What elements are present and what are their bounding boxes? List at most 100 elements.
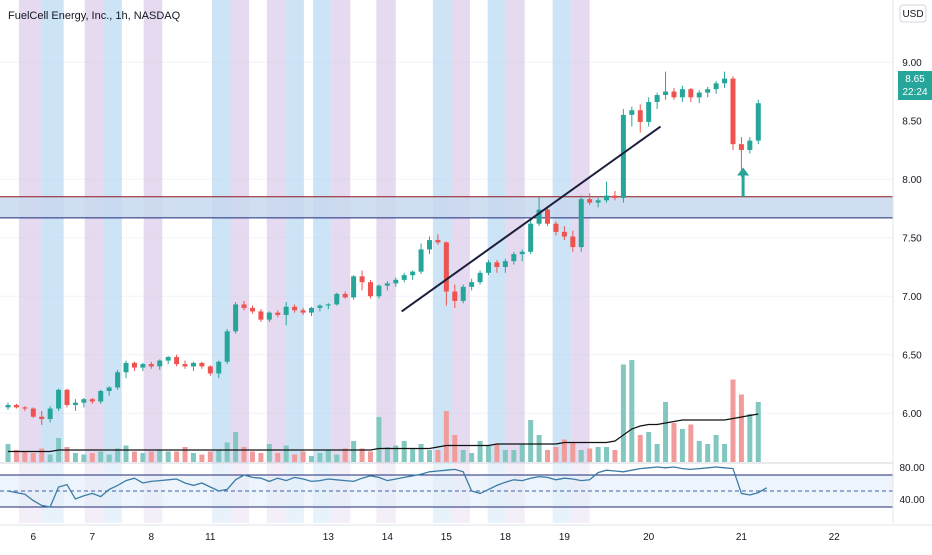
currency-badge[interactable]: USD: [899, 4, 927, 23]
session-highlight: [552, 0, 572, 523]
volume-bar: [587, 448, 593, 462]
volume-bar: [410, 448, 416, 462]
time-tick-label: 11: [205, 532, 216, 543]
candle-body: [115, 372, 121, 388]
last-price-countdown: 22:24: [902, 87, 927, 98]
session-highlight: [451, 0, 470, 523]
candle-body: [98, 390, 104, 402]
volume-bar: [738, 394, 744, 462]
volume-bar: [553, 447, 559, 462]
candle-body: [646, 102, 652, 122]
candle-body: [477, 272, 483, 283]
volume-bar: [367, 451, 373, 462]
price-tick-label: 7.00: [902, 292, 922, 303]
volume-bar: [317, 453, 323, 462]
volume-bar: [384, 447, 390, 462]
time-tick-label: 20: [643, 532, 655, 543]
candle-body: [207, 366, 213, 374]
volume-bar: [494, 444, 500, 462]
volume-bar: [604, 447, 610, 462]
volume-bar: [325, 450, 331, 462]
session-highlight: [571, 0, 590, 523]
volume-bar: [528, 420, 534, 462]
candle-body: [494, 262, 500, 267]
candle-body: [275, 312, 281, 315]
volume-bar: [283, 445, 289, 462]
price-tick-label: 6.50: [902, 351, 922, 362]
volume-ma-line: [8, 413, 759, 453]
volume-bar: [452, 435, 458, 462]
candle-body: [654, 95, 660, 103]
candle-body: [351, 276, 357, 298]
volume-bar: [427, 450, 432, 462]
chart-title: FuelCell Energy, Inc., 1h, NASDAQ: [8, 10, 181, 22]
candle-body: [249, 307, 255, 312]
volume-bar: [30, 453, 36, 462]
candle-body: [22, 407, 28, 409]
candle-body: [587, 199, 593, 203]
volume-bar: [620, 364, 626, 462]
session-highlight: [506, 0, 525, 523]
volume-bar: [123, 445, 129, 462]
volume-bar: [519, 444, 525, 462]
candle-body: [663, 91, 669, 96]
rsi-layer: [0, 462, 893, 523]
volume-bar: [165, 451, 171, 462]
candle-body: [452, 291, 458, 301]
candle-body: [308, 307, 314, 313]
candle-body: [629, 110, 635, 115]
volume-bar: [275, 453, 281, 462]
session-highlight: [376, 0, 396, 523]
candle-body: [131, 362, 137, 368]
currency-label: USD: [902, 9, 923, 20]
candle-body: [730, 78, 736, 145]
volume-bar: [536, 435, 542, 462]
volume-bar: [722, 444, 728, 462]
rsi-tick-label: 80.00: [899, 463, 924, 474]
volume-bar: [747, 414, 753, 462]
volume-bar: [13, 450, 19, 462]
volume-bar: [22, 451, 28, 462]
candle-body: [604, 195, 610, 201]
volume-bar: [401, 441, 407, 462]
volume-bar: [131, 451, 137, 462]
candle-body: [384, 283, 390, 286]
candle-body: [528, 223, 534, 252]
volume-bar: [755, 402, 761, 462]
drawings-layer: [401, 125, 750, 313]
candle-body: [148, 364, 154, 367]
candle-body: [545, 209, 551, 224]
price-tick-label: 8.50: [902, 117, 922, 128]
time-tick-label: 21: [736, 532, 748, 543]
time-tick-label: 14: [382, 532, 394, 543]
volume-bar: [98, 451, 104, 462]
time-tick-label: 22: [829, 532, 841, 543]
volume-bar: [511, 450, 517, 462]
session-highlight: [266, 0, 286, 523]
candle-body: [72, 402, 78, 406]
candle-body: [713, 83, 719, 90]
candle-body: [334, 293, 340, 305]
volume-bar: [376, 417, 382, 462]
volume-bar: [612, 450, 618, 462]
candle-body: [13, 405, 19, 408]
zone-fill: [0, 196, 893, 218]
candle-body: [561, 231, 567, 237]
candle-body: [224, 331, 230, 362]
session-highlight: [331, 0, 351, 523]
price-tick-label: 6.00: [902, 409, 922, 420]
candle-body: [359, 276, 365, 283]
candle-body: [342, 293, 348, 298]
volume-bar: [266, 444, 272, 462]
volume-bar: [81, 454, 87, 462]
candle-body: [325, 304, 331, 306]
volume-bar: [342, 448, 348, 462]
candle-body: [292, 306, 298, 311]
candle-body: [258, 311, 264, 320]
candle-body: [738, 144, 744, 150]
volume-bar: [174, 451, 180, 462]
time-tick-label: 15: [441, 532, 453, 543]
rsi-tick-label: 40.00: [899, 495, 924, 506]
